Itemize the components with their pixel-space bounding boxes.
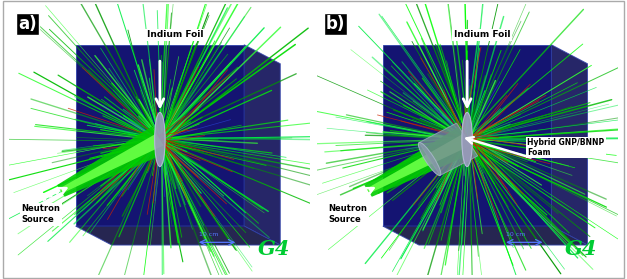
Polygon shape xyxy=(383,226,587,245)
Polygon shape xyxy=(76,226,280,245)
Text: Neutron
Source: Neutron Source xyxy=(21,205,60,224)
Text: 10 cm: 10 cm xyxy=(506,232,525,237)
Ellipse shape xyxy=(155,112,165,167)
Text: G4: G4 xyxy=(258,239,290,259)
Text: Indium Foil: Indium Foil xyxy=(147,30,203,39)
Polygon shape xyxy=(419,123,478,175)
Text: 10 cm: 10 cm xyxy=(199,232,218,237)
Text: G4: G4 xyxy=(566,239,598,259)
Text: Hybrid GNP/BNNP
Foam: Hybrid GNP/BNNP Foam xyxy=(527,138,604,157)
Text: Neutron
Source: Neutron Source xyxy=(329,205,367,224)
Polygon shape xyxy=(60,134,164,193)
Polygon shape xyxy=(551,45,587,245)
Text: a): a) xyxy=(18,15,37,33)
Polygon shape xyxy=(367,134,471,193)
Text: b): b) xyxy=(325,15,345,33)
Polygon shape xyxy=(57,127,168,197)
Ellipse shape xyxy=(418,143,441,175)
Ellipse shape xyxy=(462,112,472,167)
Polygon shape xyxy=(383,45,551,226)
Text: Indium Foil: Indium Foil xyxy=(454,30,510,39)
Polygon shape xyxy=(244,45,280,245)
Polygon shape xyxy=(76,45,244,226)
Polygon shape xyxy=(364,127,475,197)
